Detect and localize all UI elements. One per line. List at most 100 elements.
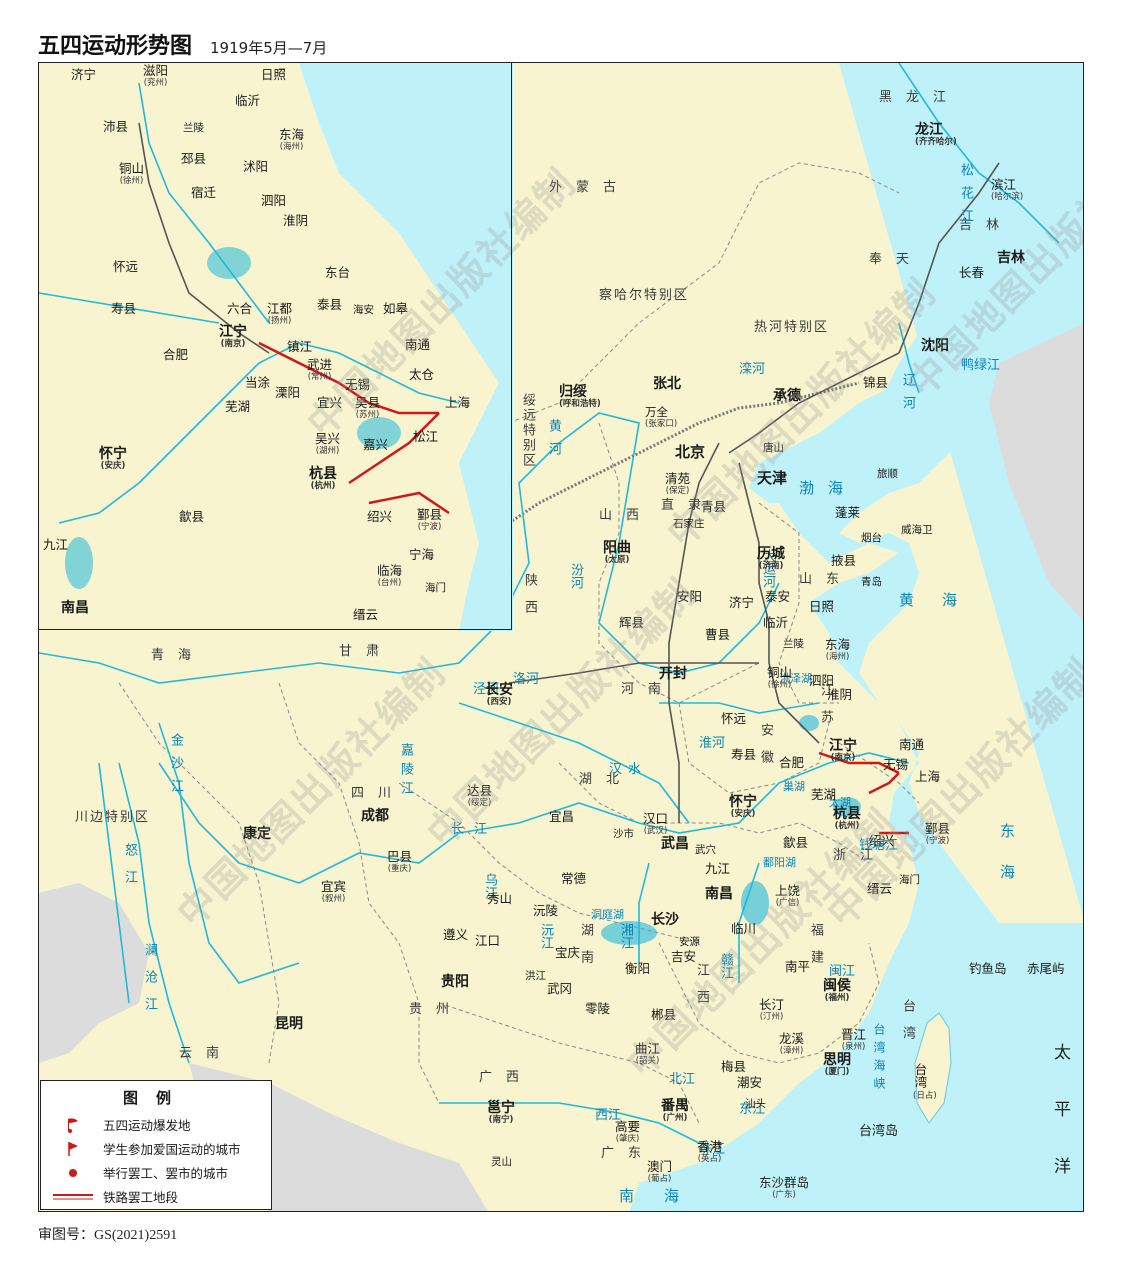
pearl-river [439,1102,700,1144]
region-shaanxi: 陕西 [522,573,537,627]
dongting-lake [601,921,657,945]
lake-poyang: 鄱阳湖 [763,856,796,869]
city-xiushan: 秀山 [487,891,513,906]
river-jialing: 嘉陵江 [398,743,413,800]
city-hankou: 汉口 (武汉) [643,811,669,836]
yangtze-river [158,752,910,884]
city-licheng: 历城 (济南) [757,546,785,571]
city-shantou: 汕头 [745,1098,766,1110]
river-min: 闽江 [829,964,856,979]
river-yalu: 鸭绿江 [961,358,1001,373]
river-yangtze: 长江 [451,822,498,837]
city-tongshan-main: 铜山 (徐州) [767,665,793,690]
city-yangqu: 阳曲 (太原) [603,540,631,565]
legend-title: 图例 [122,1089,189,1107]
legend-box: 图例 五四运动爆发地 学生参加爱国运动的城市 举行罢工、罢市的城市 铁路罢工地段 [40,1080,272,1210]
region-chuanbian: 川边特别区 [75,810,151,825]
inset-city-wuxian: 吴县 (苏州) [355,395,381,420]
inset-city-linhai: 临海 (台州) [377,563,403,588]
inset-city-taicang: 太仓 [409,367,435,382]
city-changsha: 长沙 [651,912,679,928]
liao-river [898,322,920,394]
inset-city-siyang: 泗阳 [261,193,287,208]
inset-city-yixing: 宜兴 [317,395,343,410]
region-zhejiang: 浙江 [833,848,888,863]
river-liao: 辽河 [900,373,915,419]
region-heilongjiang: 黑龙江 [879,90,961,105]
lake-dongting: 洞庭湖 [591,908,624,921]
city-shanghai-main: 上海 [915,769,941,784]
grand-canal: 大运河 [760,549,775,588]
city-meixian: 梅县 [721,1059,747,1074]
beijing-fengtian-railway [728,352,900,454]
river-qiantang: 钱塘江 [859,838,899,853]
city-kangding: 康定 [243,826,271,842]
city-donghai-main: 东海 (海州) [825,637,851,662]
inset-city-huaiyuan: 怀远 [113,259,139,274]
city-baoqing: 宝庆 [555,945,581,960]
region-fujian: 福建 [808,923,823,977]
river-songhua: 松花江 [958,163,973,232]
legend-label: 学生参加爱国运动的城市 [103,1142,241,1157]
strike-railways [818,751,909,835]
city-lingling: 零陵 [585,1001,611,1016]
city-caoxian: 曹县 [705,627,731,642]
city-guisui: 归绥 (呼和浩特) [559,384,601,409]
city-jiangning-main: 江宁 (南京) [829,738,857,763]
northeast-railway [898,162,1000,354]
river-wu: 乌江 [482,873,497,899]
inset-city-huaiyin: 淮阴 [283,213,309,228]
inset-grand-canal [138,82,270,324]
legend-label: 五四运动爆发地 [103,1118,191,1133]
region-chahaer: 察哈尔特别区 [599,288,690,303]
hongze-lake [799,715,819,731]
island-chiwei: 赤尾屿 [1027,961,1065,976]
city-huaiyin-main: 淮阴 [827,687,853,702]
city-binjiang: 滨江 (哈尔滨) [991,177,1024,202]
city-anyuan: 安源 [679,936,700,948]
railway-strike-line-icon [53,1189,93,1205]
city-jinyun-main: 缙云 [867,881,893,896]
inset-railways [138,122,270,354]
city-chengdu: 成都 [361,808,389,824]
lake-hongze: 洪泽湖 [779,672,812,685]
river-bei: 北江 [669,1072,696,1087]
strike-dot-icon [53,1165,93,1181]
main-map[interactable]: 外蒙古 黑龙江 吉林 奉天 察哈尔特别区 热河特别区 绥远特别区 山西 直隶 山… [38,62,1084,1212]
region-hunan: 湖南 [578,923,593,977]
city-lushun: 旅顺 [877,468,898,480]
region-henan: 河南 [621,682,676,697]
city-longxi: 龙溪 (漳州) [779,1031,805,1056]
region-guangdong: 广东 [601,1146,656,1161]
map-header: 五四运动形势图 1919年5月—7月 [38,28,327,60]
region-jilin: 吉林 [959,218,1014,233]
inset-yangtze [58,342,460,524]
river-huai: 淮河 [699,736,726,751]
inset-city-shaoxing: 绍兴 [367,509,393,524]
city-lingshan: 灵山 [491,1156,512,1168]
inset-city-zhenjiang: 镇江 [287,339,313,354]
river-dong: 东江 [739,1102,766,1117]
student-flag-icon [53,1141,93,1157]
inset-city-nanchang: 南昌 [61,600,89,616]
inset-city-wuhu: 芜湖 [225,399,251,414]
inset-city-haimen: 海门 [425,582,446,594]
river-jing: 泾河 [473,682,500,697]
region-sichuan: 四川 [351,786,406,801]
city-nanchang-main: 南昌 [705,886,733,902]
inset-city-dangtu: 当涂 [245,375,271,390]
city-daxian: 达县 (绥定) [467,783,493,808]
sea-nanhai: 南海 [619,1187,710,1205]
review-number: 审图号：GS(2021)2591 [38,1228,178,1243]
city-wuchang: 武昌 [661,836,689,852]
region-gansu: 甘肃 [339,644,394,659]
inset-city-jinyun: 缙云 [353,607,379,622]
city-macao: 澳门 (葡占) [647,1159,673,1184]
tai-lake [833,797,861,817]
inset-city-donghai: 东海 (海州) [279,127,305,152]
sea-donghai: 东海 [998,823,1016,905]
huai-river [659,702,820,714]
city-zunyi: 遵义 [443,927,469,942]
yellow-river [39,412,780,684]
province-borders [118,162,920,1124]
